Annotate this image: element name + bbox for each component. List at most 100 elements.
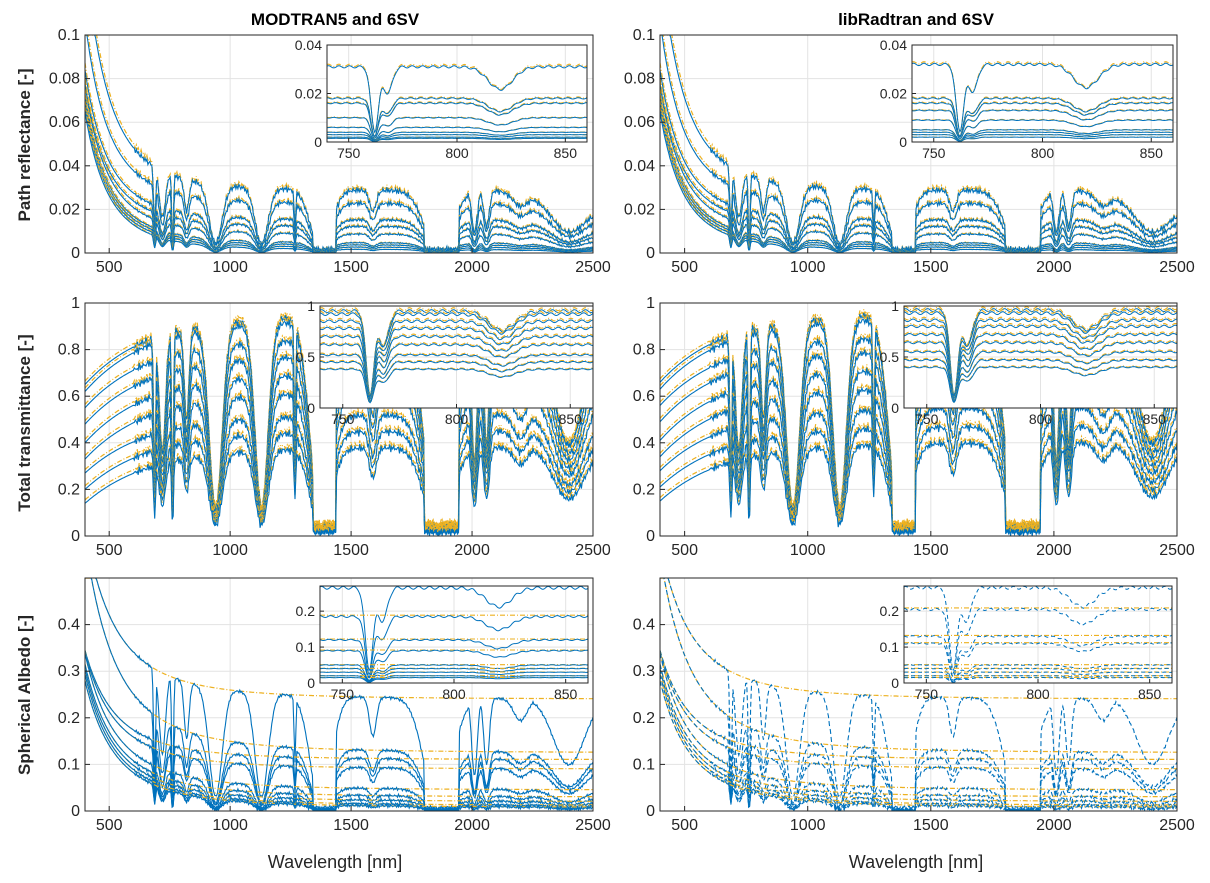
panel-0-inset: 750 800 850 0 0.02 0.04 xyxy=(295,37,588,161)
panel-2-series-6sv-6 xyxy=(85,407,593,533)
panel-5-inset-series-rt-7 xyxy=(904,675,1172,683)
panel-3-inset-series xyxy=(904,306,1177,404)
panel-1-xtick-label-0: 500 xyxy=(671,259,698,276)
panel-2-inset-ytick-label-1: 0.5 xyxy=(296,349,316,365)
panel-2-ytick-label-3: 0.6 xyxy=(58,388,80,405)
panel-3-series-6sv-6 xyxy=(660,400,1177,533)
panel-4-series-rt-3 xyxy=(85,651,593,811)
panel-2-series-6sv-7 xyxy=(85,423,593,534)
panel-2-inset-series xyxy=(320,307,593,404)
panel-3-series-6sv-7 xyxy=(660,419,1177,534)
panel-1: 500 1000 1500 2000 2500 0 0.02 0.04 0.06 0.08 0.1 7… xyxy=(624,27,1195,276)
panel-3-inset-series-rt-5 xyxy=(904,341,1177,400)
panel-1-frame xyxy=(659,34,1178,254)
panel-4-xtick-label-4: 2500 xyxy=(575,817,611,834)
panel-1-series-rt-5 xyxy=(660,94,1177,253)
panel-4-inset-series-rt-7 xyxy=(320,675,588,683)
panel-2-ytick-label-4: 0.8 xyxy=(58,342,80,359)
panel-3-inset-series-rt-6 xyxy=(904,350,1177,402)
panel-4-inset-series-rt-1 xyxy=(320,614,588,676)
panel-2-inset-xtick-label-1: 800 xyxy=(445,411,469,427)
panel-2-series-rt-7 xyxy=(85,427,593,536)
panel-0-series-rt-5 xyxy=(85,94,593,253)
panel-0-ytick-label-2: 0.04 xyxy=(49,158,80,175)
panel-3-ytick-label-3: 0.6 xyxy=(633,388,655,405)
panel-1-ytick-label-0: 0 xyxy=(646,245,655,262)
panel-0-series-6sv-0 xyxy=(85,35,593,253)
panel-3-frame xyxy=(659,302,1178,537)
panel-0-inset-xtick-label-0: 750 xyxy=(337,145,361,161)
panel-5-inset-series-rt-4 xyxy=(904,664,1172,681)
panel-0-series-rt-1 xyxy=(85,35,593,253)
panel-4-inset-series xyxy=(320,586,588,683)
panel-4-inset-series-rt-4 xyxy=(320,664,588,681)
panel-1-series-rt-7 xyxy=(660,106,1177,253)
panel-3-inset-series-rt-7 xyxy=(904,358,1177,403)
panel-4-series-rt-5 xyxy=(85,664,593,811)
panel-4-inset-series-rt-6 xyxy=(320,671,588,683)
panel-0-series-rt-7 xyxy=(85,106,593,253)
panel-5-xtick-label-1: 1000 xyxy=(790,817,826,834)
panel-3-xtick-label-2: 1500 xyxy=(913,542,949,559)
panel-0-xtick-label-0: 500 xyxy=(96,259,123,276)
panel-4-inset-series-rt-3 xyxy=(320,649,588,679)
panel-3-xtick-label-4: 2500 xyxy=(1159,542,1195,559)
panel-1-ytick-label-3: 0.06 xyxy=(624,114,655,131)
panel-3-inset-xtick-label-0: 750 xyxy=(915,411,939,427)
panel-0-ytick-label-5: 0.1 xyxy=(58,27,80,44)
panel-4-series-6sv-1 xyxy=(85,578,593,753)
panel-2-inset-series-rt-8 xyxy=(320,368,593,404)
panel-1-series-rt-0 xyxy=(660,35,1177,253)
panel-5-ytick-label-3: 0.3 xyxy=(633,663,655,680)
panel-5-series-rt-5 xyxy=(660,664,1177,811)
panel-4-ytick-label-3: 0.3 xyxy=(58,663,80,680)
panel-2-ytick-label-2: 0.4 xyxy=(58,435,80,452)
panel-4-inset-ytick-label-2: 0.2 xyxy=(296,603,316,619)
panel-2-inset-ytick-label-2: 1 xyxy=(307,298,315,314)
panel-4-inset-series-rt-0 xyxy=(320,586,588,672)
panel-5-inset-series xyxy=(904,586,1172,683)
panel-2-series-6sv-8 xyxy=(85,439,593,534)
panel-4-xtick-label-0: 500 xyxy=(96,817,123,834)
panel-5-inset-series-rt-0 xyxy=(904,586,1172,672)
panel-5-series-rt-0 xyxy=(660,578,1177,811)
panel-0-inset-series-rt-2 xyxy=(327,102,587,138)
panel-1-ytick-label-2: 0.04 xyxy=(624,158,655,175)
panel-1-series-6sv-3 xyxy=(660,77,1177,253)
panel-0-series-6sv-2 xyxy=(85,62,593,253)
panel-3-ytick-label-2: 0.4 xyxy=(633,435,655,452)
panel-0-ytick-label-3: 0.06 xyxy=(49,114,80,131)
panel-3-inset-series-6sv-1 xyxy=(904,309,1177,398)
panel-5-series-6sv-1 xyxy=(660,578,1177,753)
panels: 500 1000 1500 2000 250000.020.040.060.080.17… xyxy=(49,27,1195,834)
panel-2-inset-xtick-label-2: 850 xyxy=(559,411,583,427)
panel-1-inset-ytick-label-0: 0 xyxy=(899,134,907,150)
panel-1-inset-ytick-label-1: 0.02 xyxy=(880,86,907,102)
panel-2-frame xyxy=(84,302,594,537)
panel-3-inset-series-rt-8 xyxy=(904,366,1177,404)
panel-2-inset-series-6sv-0 xyxy=(320,307,593,397)
panel-0-ytick-label-1: 0.02 xyxy=(49,201,80,218)
panel-3-series-rt-8 xyxy=(660,437,1177,536)
panel-1-ytick-label-1: 0.02 xyxy=(624,201,655,218)
panel-1-inset-series-rt-0 xyxy=(912,62,1173,134)
panel-5-series-6sv-5 xyxy=(660,664,1177,798)
panel-4-series xyxy=(85,578,593,811)
panel-4-inset-series-rt-2 xyxy=(320,638,588,678)
panel-3-xtick-label-1: 1000 xyxy=(790,542,826,559)
panel-5-frame xyxy=(659,577,1178,812)
panel-0-series-rt-2 xyxy=(85,70,593,253)
panel-1-xtick-label-3: 2000 xyxy=(1036,259,1072,276)
panel-5-inset-series-rt-3 xyxy=(904,642,1172,678)
panel-0-inset-ytick-label-0: 0 xyxy=(314,134,322,150)
panel-2-ytick-label-0: 0 xyxy=(71,528,80,545)
panel-1-inset-series xyxy=(912,61,1173,142)
panel-0-inset-series-rt-4 xyxy=(327,126,587,141)
panel-0-inset-series-rt-6 xyxy=(327,134,587,142)
panel-1-inset-series-rt-7 xyxy=(912,134,1173,142)
panel-2-inset-series-rt-6 xyxy=(320,353,593,402)
panel-5-inset-xtick-label-0: 750 xyxy=(915,686,939,702)
panel-4-ytick-label-4: 0.4 xyxy=(58,617,80,634)
panel-2-inset-series-6sv-8 xyxy=(320,367,593,404)
panel-4-xtick-label-2: 1500 xyxy=(333,817,369,834)
